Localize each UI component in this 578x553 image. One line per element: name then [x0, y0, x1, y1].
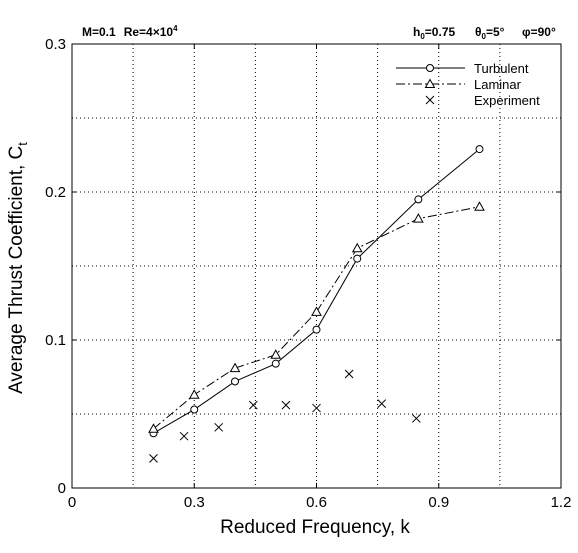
reynolds-exponent: 4: [173, 24, 178, 33]
x-axis-label: Reduced Frequency, k: [220, 517, 410, 538]
x-marker-stroke: [214, 422, 224, 432]
legend-label-laminar: Laminar: [474, 77, 522, 92]
x-marker-stroke: [377, 399, 387, 408]
x-marker-stroke: [149, 454, 158, 463]
y-axis-label-main: Average Thrust Coefficient, C: [6, 146, 27, 394]
legend-marker-turbulent: [426, 64, 434, 72]
x-marker-stroke: [425, 95, 435, 105]
turbulent-point: [190, 405, 199, 414]
laminar-point: [270, 349, 282, 359]
experiment-point: [179, 431, 189, 441]
experiment-point: [214, 422, 224, 432]
x-tick-label: 0: [68, 494, 76, 511]
turbulent-series: [149, 145, 484, 438]
laminar-series: [148, 201, 485, 433]
x-tick-label: 0.6: [306, 494, 327, 511]
x-tick-label: 0.3: [184, 494, 205, 511]
experiment-point: [248, 400, 258, 410]
x-marker-stroke: [344, 369, 354, 379]
condition-annotation-right: h0=0.75 θ0=5° φ=90°: [413, 25, 556, 41]
legend-label-experiment: Experiment: [474, 93, 540, 108]
turbulent-line: [153, 148, 480, 434]
series-layer: [148, 145, 485, 463]
laminar-point: [148, 423, 159, 433]
x-marker-stroke: [411, 414, 421, 423]
x-marker-stroke: [312, 403, 321, 413]
condition-annotation-left: M=0.1 Re=4×104: [82, 24, 178, 39]
experiment-point: [312, 403, 321, 413]
legend-item-turbulent: Turbulent: [396, 61, 529, 76]
x-tick-label: 1.2: [551, 494, 572, 511]
legend-marker-laminar: [424, 78, 436, 88]
turbulent-point: [231, 377, 239, 386]
svg-text:h0=0.75: h0=0.75: [413, 25, 455, 41]
laminar-line: [153, 206, 480, 430]
phase-angle-annotation: φ=90°: [522, 25, 556, 39]
laminar-point: [474, 201, 485, 211]
reynolds-annotation: Re=4×10: [124, 25, 174, 39]
y-tick-label: 0.2: [45, 184, 66, 201]
plunge-amplitude-symbol: h: [413, 25, 420, 39]
pitch-amplitude-symbol: θ: [475, 25, 482, 39]
laminar-point: [229, 362, 241, 373]
laminar-point: [413, 213, 424, 223]
laminar-point: [188, 389, 200, 399]
axis-ticks: 0 0.3 0.6 0.9 1.2 0 0.1 0.2 0.3: [45, 36, 571, 511]
legend-item-laminar: Laminar: [396, 77, 522, 92]
experiment-point: [149, 454, 158, 463]
y-tick-label: 0.3: [45, 36, 66, 53]
x-marker-stroke: [281, 400, 291, 410]
experiment-series: [149, 369, 421, 463]
y-axis-label: Average Thrust Coefficient, Ct: [6, 142, 30, 394]
y-axis-label-subscript: t: [15, 142, 30, 146]
turbulent-point: [414, 195, 423, 204]
turbulent-point: [475, 145, 484, 154]
mach-annotation: M=0.1: [82, 25, 116, 39]
x-marker-stroke: [179, 431, 189, 441]
svg-text:θ0=5°: θ0=5°: [475, 25, 505, 41]
pitch-amplitude-subscript: 0: [482, 32, 487, 41]
y-tick-label: 0.1: [45, 332, 66, 349]
turbulent-point: [353, 254, 362, 263]
pitch-amplitude-value: =5°: [486, 25, 505, 39]
experiment-point: [377, 399, 387, 408]
grid: [72, 44, 561, 488]
turbulent-point: [312, 325, 321, 334]
y-tick-label: 0: [58, 480, 66, 497]
laminar-point: [311, 306, 322, 316]
laminar-point: [351, 242, 363, 253]
experiment-point: [281, 400, 291, 410]
experiment-point: [344, 369, 354, 379]
svg-text:M=0.1Re=4×104: M=0.1 Re=4×104: [82, 24, 178, 39]
turbulent-point: [271, 359, 280, 368]
legend-item-experiment: Experiment: [425, 93, 540, 108]
legend-marker-experiment: [425, 95, 435, 105]
x-marker-stroke: [248, 400, 258, 410]
x-tick-label: 0.9: [428, 494, 449, 511]
legend-label-turbulent: Turbulent: [474, 61, 529, 76]
plunge-amplitude-value: =0.75: [425, 25, 456, 39]
plunge-amplitude-subscript: 0: [420, 32, 425, 41]
experiment-point: [411, 414, 421, 423]
